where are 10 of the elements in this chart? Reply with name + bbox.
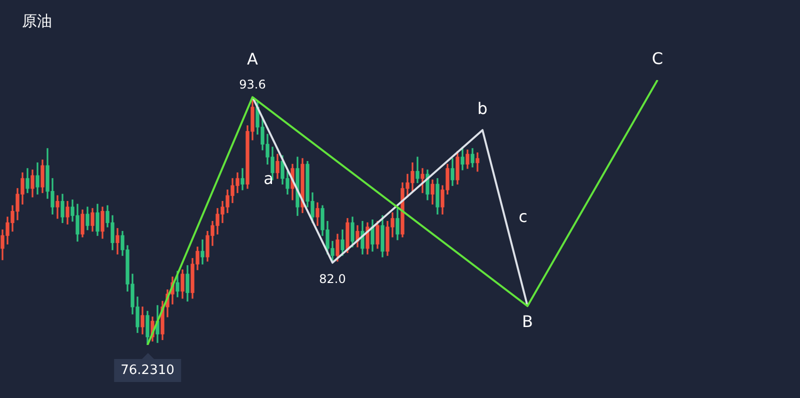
annotation: b <box>477 99 488 118</box>
annotation: 82.0 <box>319 272 346 286</box>
annotation: 93.6 <box>239 77 266 92</box>
annotation: A <box>247 49 258 68</box>
chart-title: 原油 <box>22 12 52 31</box>
annotation: c <box>518 207 528 226</box>
annotation: a <box>264 169 274 188</box>
annotation: B <box>522 312 533 332</box>
annotation: C <box>652 49 664 68</box>
annotation: 76.2310 <box>114 359 182 382</box>
